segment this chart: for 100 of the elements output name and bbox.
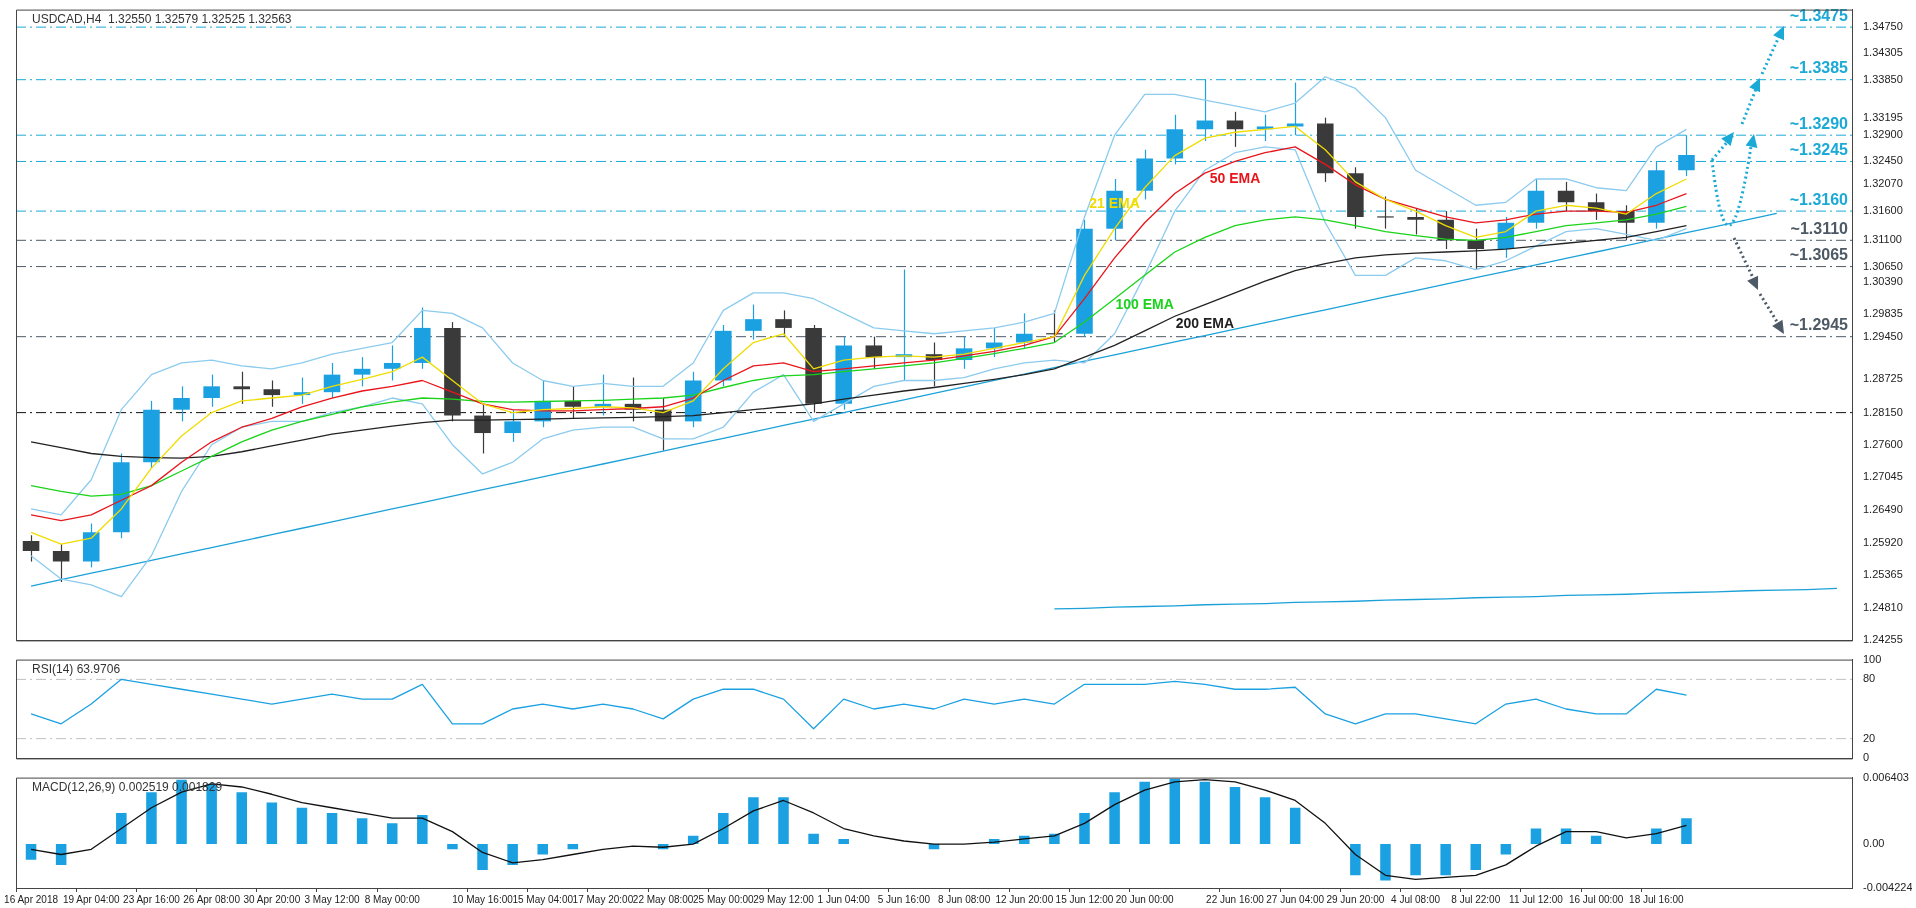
x-tick-label: 17 May 20:00: [572, 893, 634, 905]
bar: [1440, 844, 1451, 876]
x-tick-label: 16 Jul 00:00: [1568, 893, 1624, 905]
ref-line-label: ~1.3245: [1789, 140, 1849, 158]
x-tick-label: 22 Jun 16:00: [1206, 893, 1265, 905]
candlestick: [1557, 181, 1575, 212]
x-tick-label: 8 May 00:00: [364, 893, 421, 905]
x-tick-label: 18 Jul 16:00: [1629, 893, 1685, 905]
y-tick-label: 0.00: [1863, 837, 1885, 850]
y-tick-label: 1.30390: [1863, 274, 1903, 287]
bar: [1380, 844, 1391, 881]
candlestick: [1016, 312, 1033, 349]
y-tick-label: 80: [1863, 672, 1876, 685]
bar: [326, 812, 338, 845]
ref-line-label: ~1.3160: [1789, 190, 1849, 208]
y-tick-label: 1.34305: [1863, 46, 1903, 59]
bar: [266, 802, 278, 845]
ref-line-label: ~1.3290: [1789, 114, 1849, 132]
y-tick-label: 0.006403: [1863, 770, 1909, 783]
x-tick-label: 11 Jul 12:00: [1509, 893, 1564, 905]
bar: [236, 792, 248, 845]
x-tick-label: 5 Jun 16:00: [877, 893, 931, 905]
candlestick: [1286, 82, 1304, 136]
y-tick-label: 1.25365: [1863, 568, 1903, 581]
y-tick-label: 1.27600: [1863, 437, 1903, 450]
x-tick-label: 12 Jun 20:00: [995, 893, 1054, 905]
series-label: 21 EMA: [1089, 195, 1140, 212]
y-tick-label: 1.28150: [1863, 405, 1903, 418]
ref-line-label: ~1.2945: [1789, 316, 1849, 334]
x-tick-label: 4 Jul 08:00: [1391, 893, 1441, 905]
x-tick-label: 3 May 12:00: [304, 893, 360, 905]
candlestick: [1467, 228, 1485, 271]
y-tick-label: 1.24810: [1863, 600, 1903, 613]
bar: [386, 823, 398, 845]
candlestick: [775, 309, 792, 338]
x-tick-label: 15 Jun 12:00: [1055, 893, 1114, 905]
series-label: 100 EMA: [1115, 296, 1174, 313]
y-tick-label: 1.29835: [1863, 307, 1903, 320]
candlestick: [22, 534, 40, 563]
bar: [1079, 812, 1090, 845]
bar: [1590, 835, 1602, 845]
bar: [25, 844, 37, 860]
x-tick-label: 8 Jul 22:00: [1451, 893, 1501, 905]
bar: [718, 812, 729, 845]
candlestick: [233, 371, 251, 405]
candlestick: [745, 303, 762, 341]
x-tick-label: 30 Apr 20:00: [243, 893, 301, 905]
bar: [567, 844, 579, 850]
series-label: 50 EMA: [1209, 170, 1261, 187]
y-tick-label: 1.26490: [1863, 502, 1903, 515]
candlestick: [263, 379, 281, 408]
bar: [537, 844, 548, 855]
bar: [1410, 844, 1421, 876]
chart-title: RSI(14) 63.9706: [32, 661, 121, 676]
candlestick: [865, 336, 883, 370]
y-tick-label: 1.32070: [1863, 176, 1903, 189]
y-tick-label: 1.34750: [1863, 20, 1903, 33]
x-tick-label: 26 Apr 08:00: [183, 893, 241, 905]
x-tick-label: 22 May 08:00: [632, 893, 694, 905]
candlestick: [203, 374, 220, 408]
x-tick-label: 19 Apr 04:00: [62, 893, 121, 905]
bar: [748, 797, 759, 845]
ref-line-label: ~1.3385: [1789, 59, 1849, 77]
series-label: 200 EMA: [1175, 315, 1235, 332]
y-tick-label: 1.31100: [1863, 233, 1902, 246]
y-tick-label: 1.33195: [1863, 110, 1903, 123]
candlestick: [1407, 207, 1424, 236]
bar: [146, 792, 157, 845]
candlestick: [52, 543, 70, 583]
bar: [1500, 844, 1512, 855]
bar: [1109, 792, 1120, 845]
bar: [1470, 844, 1482, 871]
y-tick-label: 1.32450: [1863, 154, 1903, 167]
candlestick: [353, 356, 371, 387]
bar: [447, 844, 458, 850]
y-tick-label: 1.33850: [1863, 72, 1903, 85]
bar: [296, 807, 308, 845]
bar: [1229, 786, 1241, 845]
x-tick-label: 23 Apr 16:00: [123, 893, 181, 905]
bar: [1530, 828, 1542, 845]
y-tick-label: 100: [1863, 652, 1882, 665]
ref-line-label: ~1.3065: [1789, 246, 1849, 263]
bar: [1139, 781, 1150, 845]
x-tick-label: 1 Jun 04:00: [817, 893, 871, 905]
ref-line-label: ~1.3110: [1790, 219, 1849, 237]
bar: [1199, 781, 1211, 845]
bar: [507, 844, 518, 865]
chart-title: MACD(12,26,9) 0.002519 0.001829: [32, 779, 223, 794]
y-tick-label: 1.24255: [1863, 633, 1903, 646]
candlestick: [173, 385, 190, 422]
bar: [116, 812, 127, 845]
x-tick-label: 29 Jun 20:00: [1326, 893, 1385, 905]
bar: [1289, 807, 1301, 845]
bar: [1651, 828, 1662, 845]
candlestick: [1376, 195, 1395, 230]
y-tick-label: 1.29450: [1863, 329, 1903, 342]
y-tick-label: 1.31600: [1863, 204, 1903, 217]
y-tick-label: -0.004224: [1863, 881, 1913, 894]
y-tick-label: 1.32900: [1863, 128, 1903, 141]
y-tick-label: 1.27045: [1863, 470, 1903, 483]
